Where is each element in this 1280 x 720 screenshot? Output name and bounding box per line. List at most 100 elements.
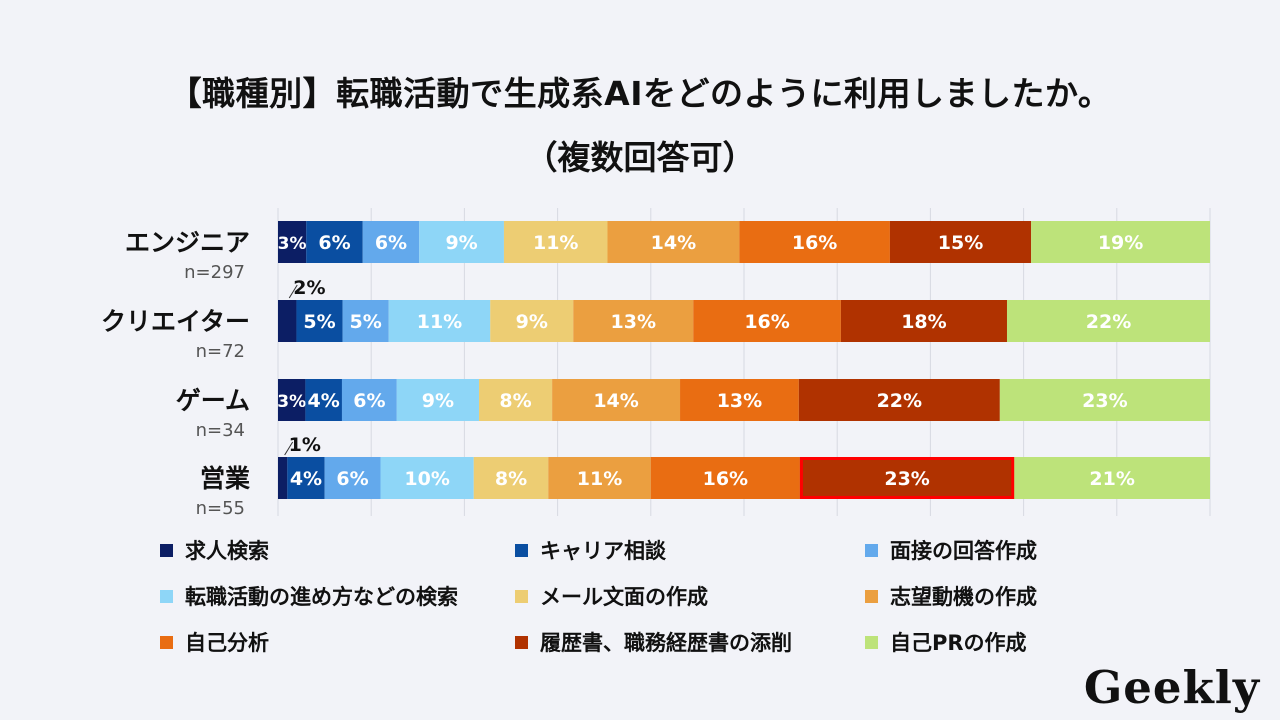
bar-segment xyxy=(840,300,1007,342)
data-label: 6% xyxy=(318,232,350,254)
data-label: 22% xyxy=(1086,311,1131,333)
bar-segment xyxy=(889,221,1032,263)
legend-item: 履歴書、職務経歴書の添削 xyxy=(515,624,792,660)
data-label: 16% xyxy=(792,232,837,254)
data-label: 4% xyxy=(308,390,340,412)
bar-segment xyxy=(573,300,694,342)
bar-segment xyxy=(503,221,608,263)
data-label: 16% xyxy=(703,468,748,490)
legend-label: 転職活動の進め方などの検索 xyxy=(185,585,458,609)
data-label: 6% xyxy=(375,232,407,254)
data-label: 1% xyxy=(289,434,321,456)
bar-segment xyxy=(548,457,651,499)
data-label: 11% xyxy=(577,468,622,490)
data-label: 14% xyxy=(651,232,696,254)
legend-label: 履歴書、職務経歴書の添削 xyxy=(540,631,792,655)
bar-segment xyxy=(278,457,288,499)
legend-label: 自己PRの作成 xyxy=(890,631,1027,655)
legend-swatch xyxy=(515,589,528,603)
bar-segment xyxy=(479,379,553,421)
legend-label: 求人検索 xyxy=(185,539,269,563)
legend-item: 求人検索 xyxy=(160,532,269,568)
data-label: 9% xyxy=(516,311,548,333)
data-label: 8% xyxy=(499,390,531,412)
data-label: 6% xyxy=(353,390,385,412)
legend-label: 面接の回答作成 xyxy=(890,539,1037,563)
data-label: 13% xyxy=(717,390,762,412)
bar-segment xyxy=(1031,221,1210,263)
chart-title: 【職種別】転職活動で生成系AIをどのように利用しましたか。 xyxy=(168,74,1112,113)
sample-size-label: n=297 xyxy=(184,262,245,283)
data-label: 23% xyxy=(884,468,929,490)
category-label: 営業 xyxy=(200,464,250,493)
legend-item: 志望動機の作成 xyxy=(865,578,1037,614)
bar-segment xyxy=(278,300,297,342)
legend-swatch xyxy=(160,589,173,603)
data-label: 3% xyxy=(277,392,306,412)
bar-segment xyxy=(380,457,474,499)
legend-item: メール文面の作成 xyxy=(515,578,708,614)
data-label: 11% xyxy=(533,232,578,254)
bar-segment xyxy=(607,221,740,263)
bar-segment xyxy=(680,379,799,421)
legend-swatch xyxy=(160,635,173,649)
bar-segment xyxy=(490,300,574,342)
chart-subtitle: （複数回答可） xyxy=(524,138,756,177)
data-label: 9% xyxy=(422,390,454,412)
bar-segment xyxy=(552,379,681,421)
data-label-leader xyxy=(288,284,298,299)
legend-label: キャリア相談 xyxy=(540,539,666,563)
legend-label: 自己分析 xyxy=(185,631,269,655)
data-label: 21% xyxy=(1089,468,1134,490)
bar-segment xyxy=(324,457,381,499)
bar-segment xyxy=(739,221,890,263)
bar-segment xyxy=(362,221,420,263)
data-label: 6% xyxy=(336,468,368,490)
legend-item: 転職活動の進め方などの検索 xyxy=(160,578,458,614)
bar-segment xyxy=(419,221,504,263)
bar-segment xyxy=(296,300,343,342)
bar-segment xyxy=(799,457,1015,499)
bar-segment xyxy=(999,379,1210,421)
data-label: 10% xyxy=(404,468,449,490)
data-label: 23% xyxy=(1082,390,1127,412)
legend-swatch xyxy=(515,543,528,557)
legend-label: 志望動機の作成 xyxy=(890,585,1037,609)
legend-swatch xyxy=(865,543,878,557)
data-label: 13% xyxy=(611,311,656,333)
bar-segment xyxy=(287,457,325,499)
legend-label: メール文面の作成 xyxy=(540,585,708,609)
data-label-leader xyxy=(284,441,294,456)
chart-legend: 求人検索 キャリア相談 面接の回答作成転職活動の進め方などの検索 メール文面の作成 志望… xyxy=(160,532,1100,668)
bar-segment xyxy=(650,457,800,499)
category-label: クリエイター xyxy=(101,307,250,336)
bar-segment xyxy=(305,379,342,421)
bar-segment xyxy=(342,300,389,342)
legend-swatch xyxy=(865,635,878,649)
bar-segment xyxy=(278,379,306,421)
legend-item: 自己PRの作成 xyxy=(865,624,1027,660)
bar-segment xyxy=(473,457,549,499)
data-label: 3% xyxy=(278,234,307,254)
legend-item: キャリア相談 xyxy=(515,532,666,568)
brand-logo: Geekly xyxy=(1083,661,1260,714)
legend-swatch xyxy=(160,543,173,557)
bar-segment xyxy=(1006,300,1210,342)
bar-segment xyxy=(341,379,397,421)
sample-size-label: n=34 xyxy=(196,420,245,441)
highlight-box xyxy=(799,457,1015,499)
bar-segment xyxy=(1014,457,1210,499)
data-label: 5% xyxy=(350,311,382,333)
data-label: 22% xyxy=(877,390,922,412)
bar-segment xyxy=(396,379,480,421)
legend-swatch xyxy=(865,589,878,603)
bar-segment xyxy=(798,379,1000,421)
data-label: 4% xyxy=(290,468,322,490)
data-label: 19% xyxy=(1098,232,1143,254)
category-label: エンジニア xyxy=(125,228,250,257)
sample-size-label: n=72 xyxy=(196,341,245,362)
data-label: 2% xyxy=(293,277,325,299)
data-label: 18% xyxy=(901,311,946,333)
legend-item: 面接の回答作成 xyxy=(865,532,1037,568)
